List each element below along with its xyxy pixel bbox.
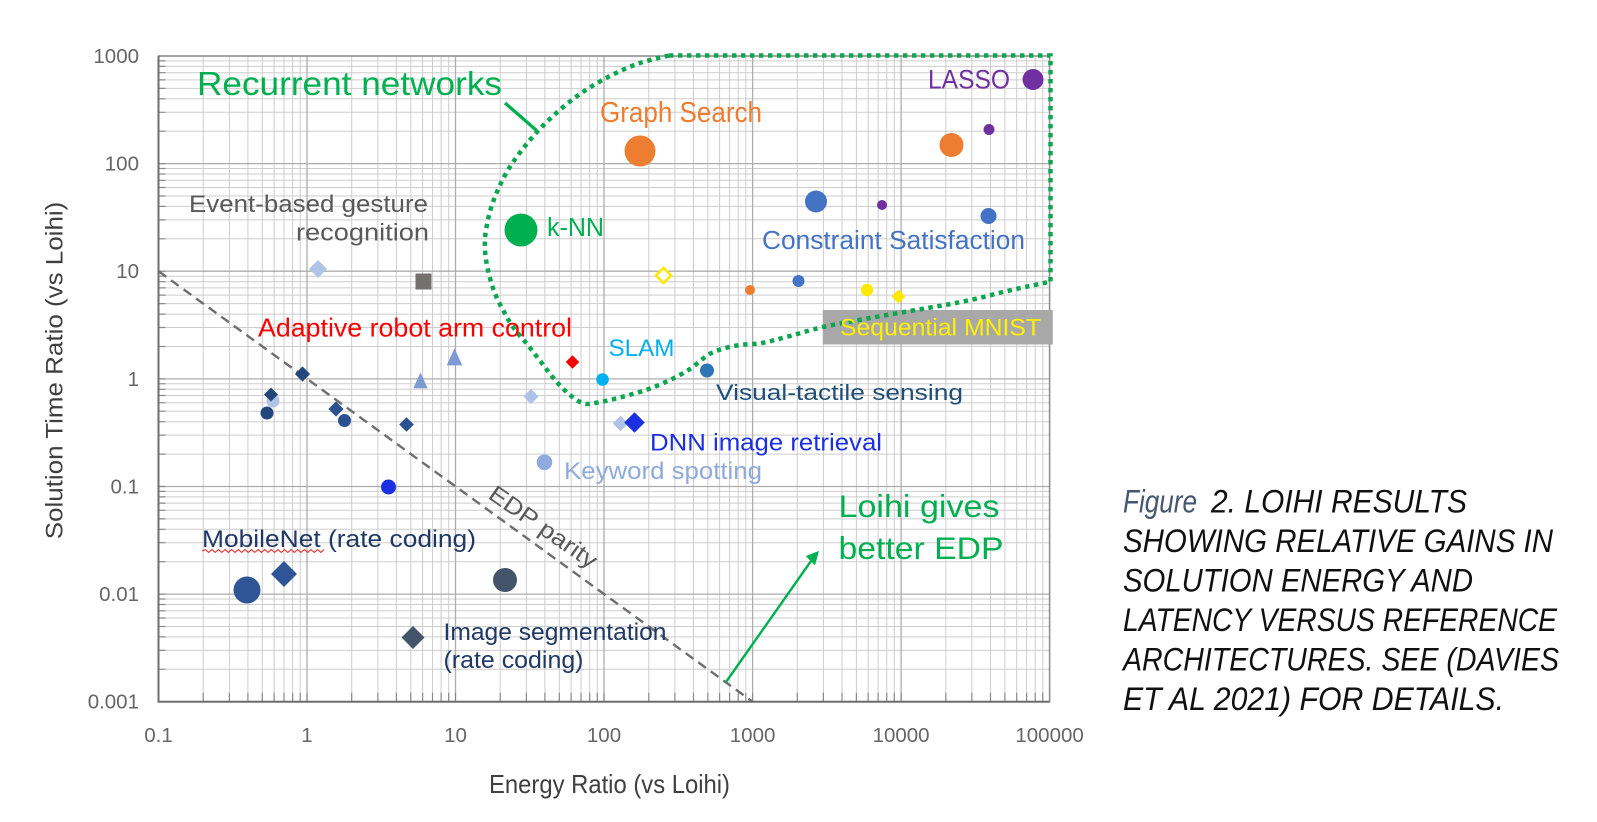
svg-text:Constraint Satisfaction: Constraint Satisfaction (762, 227, 1025, 255)
svg-text:(rate coding): (rate coding) (444, 647, 584, 674)
svg-text:Sequential MNIST: Sequential MNIST (840, 315, 1041, 342)
svg-text:DNN image retrieval: DNN image retrieval (650, 430, 882, 457)
svg-text:Event-based gesture: Event-based gesture (189, 191, 428, 218)
svg-text:Visual-tactile sensing: Visual-tactile sensing (716, 380, 963, 405)
svg-text:SOLUTION ENERGY AND: SOLUTION ENERGY AND (1123, 562, 1473, 598)
svg-text:1: 1 (301, 724, 312, 747)
svg-text:Energy Ratio (vs Loihi): Energy Ratio (vs Loihi) (489, 769, 730, 799)
svg-text:1: 1 (128, 368, 139, 391)
svg-text:LATENCY VERSUS REFERENCE: LATENCY VERSUS REFERENCE (1123, 602, 1557, 638)
svg-text:100000: 100000 (1015, 724, 1083, 747)
svg-text:Image segmentation: Image segmentation (444, 619, 667, 646)
svg-text:Graph Search: Graph Search (600, 97, 762, 129)
svg-text:k-NN: k-NN (547, 214, 604, 242)
svg-text:0.001: 0.001 (88, 691, 139, 714)
svg-text:Solution Time Ratio (vs Loihi): Solution Time Ratio (vs Loihi) (42, 202, 69, 540)
svg-text:ARCHITECTURES. SEE (DAVIES: ARCHITECTURES. SEE (DAVIES (1121, 641, 1559, 677)
svg-text:Recurrent networks: Recurrent networks (197, 65, 502, 102)
svg-text:100: 100 (105, 153, 139, 176)
svg-text:SHOWING RELATIVE GAINS IN: SHOWING RELATIVE GAINS IN (1123, 523, 1553, 559)
svg-text:1000: 1000 (730, 724, 776, 747)
svg-text:10: 10 (116, 260, 139, 283)
svg-text:LASSO: LASSO (928, 65, 1010, 95)
svg-text:ET AL 2021) FOR DETAILS.: ET AL 2021) FOR DETAILS. (1123, 681, 1504, 717)
svg-text:1000: 1000 (93, 45, 139, 68)
svg-text:Adaptive robot arm control: Adaptive robot arm control (258, 313, 572, 343)
svg-text:Loihi gives: Loihi gives (839, 488, 1000, 524)
svg-text:0.1: 0.1 (144, 724, 173, 747)
svg-text:0.1: 0.1 (111, 476, 140, 499)
svg-text:10000: 10000 (873, 724, 930, 747)
svg-text:MobileNet (rate coding): MobileNet (rate coding) (202, 526, 476, 553)
svg-text:10: 10 (444, 724, 467, 747)
svg-text:recognition: recognition (296, 219, 429, 246)
svg-text:better EDP: better EDP (839, 530, 1004, 566)
svg-text:Figure: Figure (1123, 483, 1197, 519)
svg-text:Keyword spotting: Keyword spotting (564, 458, 762, 485)
svg-text:2. LOIHI RESULTS: 2. LOIHI RESULTS (1210, 483, 1467, 519)
svg-text:100: 100 (587, 724, 621, 747)
svg-text:0.01: 0.01 (99, 583, 139, 606)
svg-text:SLAM: SLAM (609, 335, 675, 362)
